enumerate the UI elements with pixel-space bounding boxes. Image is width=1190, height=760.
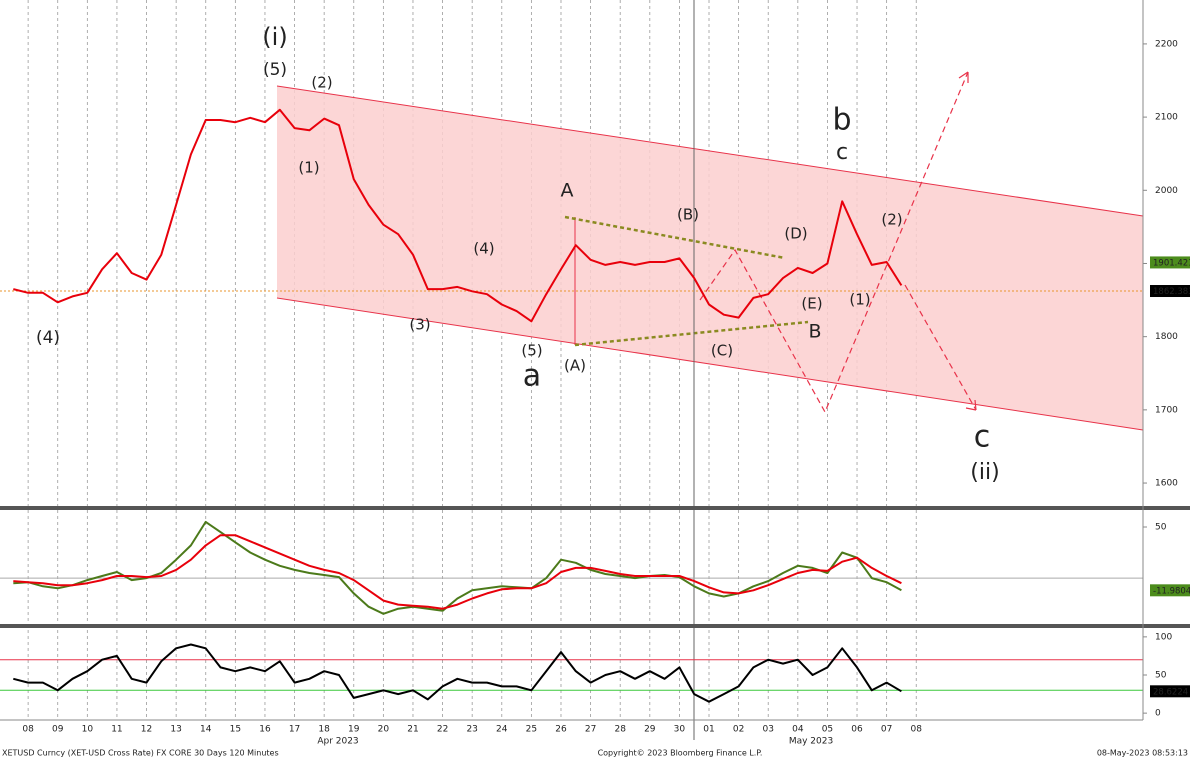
x-tick-label: 25 [526,725,537,735]
x-tick-label: 30 [674,725,686,735]
x-tick-label: 04 [792,725,804,735]
wave-label: (i) [262,23,287,51]
projection [699,71,977,414]
footer-center: Copyright© 2023 Bloomberg Finance L.P. [598,749,763,758]
projection-down [904,284,977,411]
value-flag-label: 1901.421 [1153,258,1190,268]
wave-label: (ii) [970,460,999,485]
x-tick-label: 18 [318,725,330,735]
projection-up [699,71,969,414]
plots: 08 09 10 11 12 13 14 15 16 17 18 19 20 21 22 23 24 25 26 27… [0,39,1190,735]
value-flag [1150,584,1190,597]
wave-label: (C) [711,342,733,360]
wave-label: (E) [801,295,822,313]
x-tick-label: 29 [644,725,656,735]
month-label: Apr 2023 [317,737,358,747]
footer-right: 08-May-2023 08:53:13 [1097,749,1188,758]
value-flag [1150,285,1190,298]
wave-label: (4) [473,240,494,258]
annotations: (i) (5) (2) (1) (3) (4) (5) a (A) A (B) … [36,23,1000,485]
x-tick-label: 11 [111,725,122,735]
wave-label: (2) [311,74,332,92]
wave-label: B [808,321,821,343]
wave-label: a [523,359,541,394]
value-flag-label: 28.6224 [1153,687,1188,697]
series-line [13,108,903,323]
y-tick-label: 1800 [1155,332,1178,342]
triangle-upper [564,215,786,260]
x-tick-label: 17 [289,725,300,735]
wave-label: c [974,420,991,455]
wave-label: (B) [677,206,699,224]
x-tick-label: 09 [52,725,64,735]
x-tick-label: 03 [762,725,773,735]
x-tick-label: 16 [259,725,271,735]
x-tick-label: 14 [200,725,212,735]
x-tick-label: 15 [230,725,241,735]
x-tick-label: 26 [555,725,567,735]
y-tick-label: 1600 [1155,479,1178,489]
value-flag-label: 1862.383 [1153,287,1190,297]
x-tick-label: 23 [466,725,477,735]
wave-label: (1) [849,291,870,309]
series-line [13,534,902,610]
x-tick-label: 22 [437,725,448,735]
y-tick-label: 50 [1155,523,1167,533]
grid [27,0,917,720]
value-flag [1150,685,1190,698]
x-tick-label: 21 [407,725,418,735]
y-tick-label: 0 [1155,709,1161,719]
footer-left: XETUSD Curncy (XET-USD Cross Rate) FX CO… [2,749,279,758]
channel-lower [276,297,1144,431]
x-tick-label: 10 [82,725,94,735]
series-line [13,520,902,615]
arrow-head [958,71,969,83]
wave-label: (3) [409,316,430,334]
x-tick-label: 12 [141,725,152,735]
wave-label: b [832,103,851,138]
y-tick-label: 100 [1155,632,1172,642]
x-tick-label: 20 [378,725,390,735]
wave-label: (2) [881,211,902,229]
channel-fill [277,86,1143,430]
x-tick-label: 02 [733,725,744,735]
x-tick-label: 05 [822,725,833,735]
x-tick-label: 06 [851,725,863,735]
wave-label: A [561,180,574,202]
value-flag-label: -11.9804 [1153,586,1190,596]
wave-label: c [836,140,848,165]
x-tick-label: 19 [348,725,360,735]
y-tick-label: 50 [1155,671,1167,681]
wave-label: (A) [564,357,586,375]
x-tick-label: 28 [614,725,626,735]
arrow-head [965,399,977,411]
x-tick-label: 13 [170,725,181,735]
wave-label: (D) [784,225,807,243]
x-tick-label: 01 [703,725,714,735]
y-tick-label: 2000 [1155,186,1178,196]
wave-label: (4) [36,328,60,348]
wave-label: (5) [521,342,542,360]
y-tick-label: 2100 [1155,113,1178,123]
x-tick-label: 08 [22,725,34,735]
series-line [13,643,902,703]
x-tick-label: 27 [585,725,596,735]
channel-upper [276,85,1144,217]
wave-label: (5) [263,60,287,80]
x-tick-label: 07 [881,725,892,735]
month-label: May 2023 [789,737,833,747]
wave-label: (1) [298,159,319,177]
y-tick-label: 2200 [1155,39,1178,49]
value-flag [1150,256,1190,269]
x-tick-label: 24 [496,725,508,735]
x-tick-label: 08 [911,725,923,735]
y-tick-label: 1700 [1155,405,1178,415]
